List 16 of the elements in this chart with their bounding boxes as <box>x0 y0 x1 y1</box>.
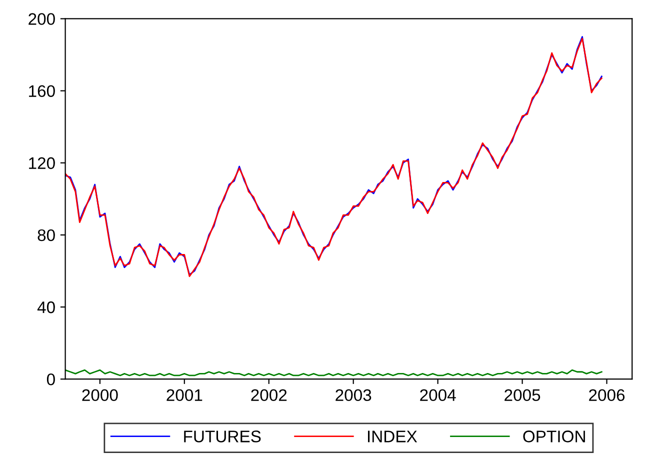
y-tick-label: 80 <box>38 229 55 242</box>
legend-label: INDEX <box>368 430 418 442</box>
y-tick-label: 200 <box>28 13 55 25</box>
y-tick-label: 160 <box>29 85 55 97</box>
y-tick-label: 120 <box>29 157 55 170</box>
x-tick-label: 2005 <box>504 389 540 402</box>
x-tick-label: 2000 <box>82 389 118 402</box>
y-tick-label: 0 <box>46 373 55 386</box>
x-tick-label: 2002 <box>251 389 287 402</box>
legend-label: FUTURES <box>184 430 261 442</box>
y-tick-label: 40 <box>37 301 55 314</box>
x-tick-label: 2003 <box>336 389 372 402</box>
x-tick-label: 2006 <box>589 389 625 402</box>
x-tick-label: 2004 <box>420 389 456 402</box>
legend-label: OPTION <box>523 430 585 442</box>
x-tick-label: 2001 <box>166 389 202 402</box>
